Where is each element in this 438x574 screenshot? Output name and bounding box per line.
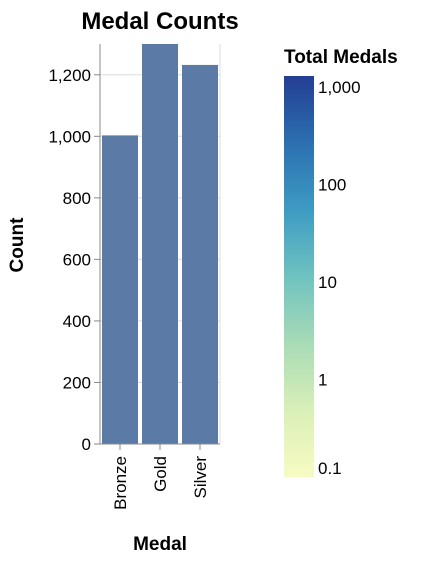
y-axis-title: Count (7, 217, 28, 273)
y-tick-label: 1,200 (48, 66, 91, 85)
bar-bronze (102, 135, 138, 444)
x-tick-label: Gold (151, 456, 170, 492)
y-tick-label: 0 (82, 435, 91, 454)
bar-gold (142, 44, 178, 444)
legend-tick-label: 0.1 (318, 459, 342, 478)
x-tick-label: Silver (191, 456, 210, 499)
bar-silver (182, 65, 218, 444)
legend-ticks: 0.1 1 10 100 1,000 (318, 78, 361, 478)
y-tick-label: 600 (63, 250, 91, 269)
legend-tick-label: 10 (318, 273, 337, 292)
y-tick-label: 400 (63, 312, 91, 331)
chart-title: Medal Counts (81, 8, 238, 35)
y-tick-label: 800 (63, 189, 91, 208)
legend-color-ramp (284, 76, 314, 477)
legend-tick-label: 100 (318, 176, 346, 195)
y-tick-label: 1,000 (48, 127, 91, 146)
legend-title: Total Medals (284, 47, 398, 68)
y-tick-label: 200 (63, 373, 91, 392)
bars (102, 44, 218, 444)
x-axis-title: Medal (133, 534, 187, 555)
legend-tick-label: 1 (318, 371, 327, 390)
legend-tick-label: 1,000 (318, 78, 361, 97)
x-tick-label: Bronze (111, 456, 130, 510)
